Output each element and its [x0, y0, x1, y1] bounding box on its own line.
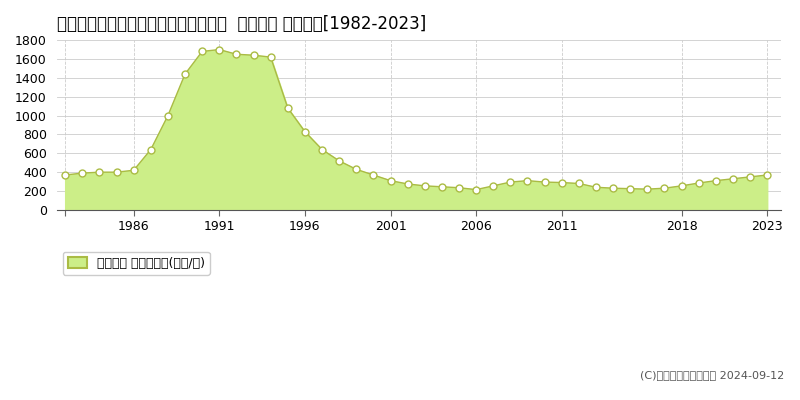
- Text: (C)土地価格ドットコム 2024-09-12: (C)土地価格ドットコム 2024-09-12: [640, 370, 784, 380]
- Text: 東京都台東区浅草橋３丁目１０番２外  地価公示 地価推移[1982-2023]: 東京都台東区浅草橋３丁目１０番２外 地価公示 地価推移[1982-2023]: [57, 15, 426, 33]
- Legend: 地価公示 平均坪単価(万円/坪): 地価公示 平均坪単価(万円/坪): [63, 252, 210, 275]
